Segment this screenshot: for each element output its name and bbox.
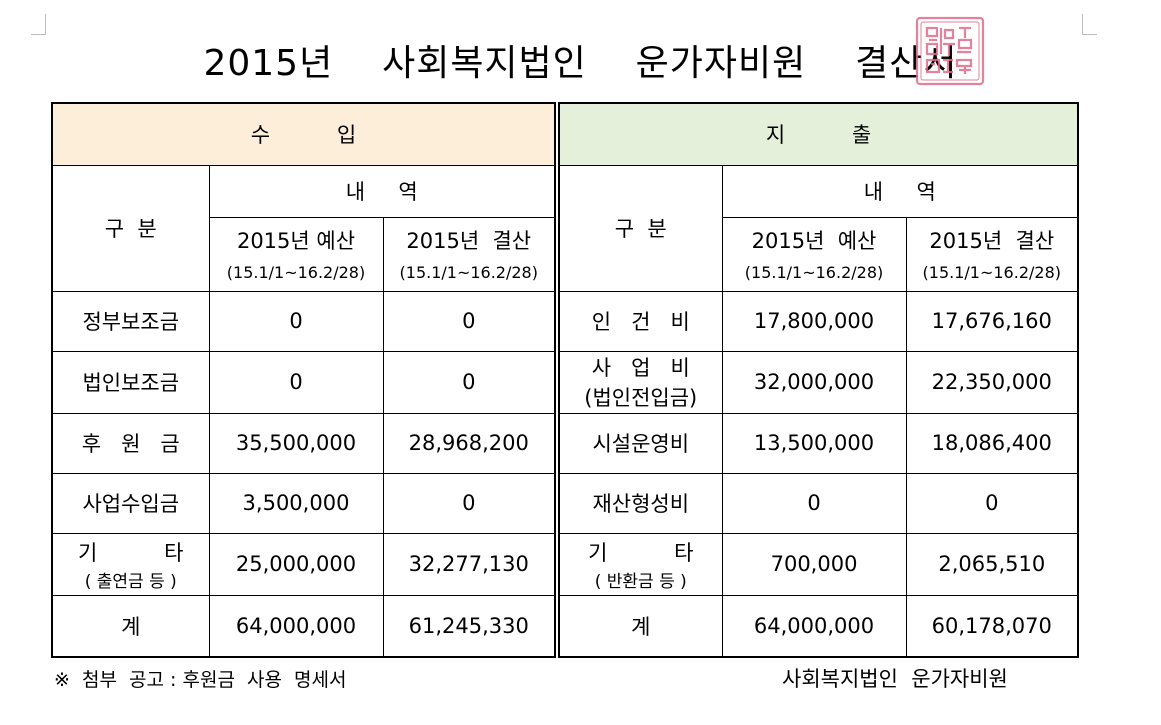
income-budget-header: 2015년 예산 (208, 216, 384, 255)
expense-row-settle: 18,086,400 (905, 412, 1080, 474)
expense-row-budget: 32,000,000 (721, 350, 907, 414)
expense-settle-period: (15.1/1~16.2/28) (922, 263, 1061, 283)
expense-row-settle: 0 (905, 472, 1080, 534)
income-row-label-text: 사업수입금 (82, 492, 180, 516)
income-detail-header: 내 역 (208, 164, 557, 218)
income-row-settle: 0 (382, 290, 557, 352)
document-title: 2015년 사회복지법인 운가자비원 결산서 (203, 43, 958, 84)
expense-row-label-note: (법인전입금) (584, 386, 698, 410)
income-row-settle: 0 (382, 350, 557, 414)
income-row-label-note: ( 출연금 등 ) (84, 571, 177, 592)
organization-name: 사회복지법인 운가자비원 (782, 667, 1008, 691)
expense-row-settle: 60,178,070 (905, 594, 1080, 658)
income-row-settle: 32,277,130 (382, 532, 557, 596)
expense-row-label: 기 타 ( 반환금 등 ) (558, 532, 723, 596)
income-row-label-text: 계 (121, 614, 141, 639)
attachment-note: ※ 첨부 공고 : 후원금 사용 명세서 (54, 669, 347, 691)
crop-mark-top-left (31, 14, 46, 35)
expense-row-budget: 17,800,000 (721, 290, 907, 352)
expense-gubun-header: 구 분 (558, 164, 723, 292)
income-row-budget: 64,000,000 (208, 594, 384, 658)
expense-budget-period: (15.1/1~16.2/28) (744, 263, 884, 283)
income-gubun-header: 구 분 (51, 164, 210, 292)
expense-row-budget: 13,500,000 (721, 412, 907, 474)
expense-row-label: 계 (558, 594, 723, 658)
expense-header: 지 출 (558, 102, 1080, 166)
income-settle-header: 2015년 결산 (382, 216, 557, 255)
expense-row-settle: 17,676,160 (905, 290, 1080, 352)
expense-row-budget: 64,000,000 (721, 594, 907, 658)
expense-row-settle: 22,350,000 (905, 350, 1080, 414)
income-row-budget: 0 (208, 350, 384, 414)
expense-row-budget: 0 (721, 472, 907, 534)
income-row-label: 정부보조금 (51, 290, 210, 352)
income-row-label-text: 법인보조금 (82, 371, 180, 395)
official-seal-stamp (915, 16, 985, 86)
income-row-label: 법인보조금 (51, 350, 210, 414)
expense-row-budget: 700,000 (721, 532, 907, 596)
income-budget-period: (15.1/1~16.2/28) (226, 263, 366, 283)
expense-row-label: 시설운영비 (558, 412, 723, 474)
income-row-settle: 61,245,330 (382, 594, 557, 658)
column-gap (554, 255, 560, 291)
income-row-label: 후 원 금 (51, 412, 210, 474)
income-row-settle: 28,968,200 (382, 412, 557, 474)
expense-detail-header: 내 역 (721, 164, 1080, 218)
income-row-budget: 25,000,000 (208, 532, 384, 596)
expense-row-label-text: 계 (631, 614, 651, 639)
income-row-label: 사업수입금 (51, 472, 210, 534)
expense-row-label: 재산형성비 (558, 472, 723, 534)
crop-mark-top-right (1082, 14, 1097, 35)
income-header: 수 입 (50, 102, 557, 166)
income-settle-period: (15.1/1~16.2/28) (399, 263, 538, 283)
income-row-label: 계 (51, 594, 210, 658)
expense-row-label-text: 재산형성비 (592, 492, 690, 516)
income-row-label-text: 기 타 (78, 540, 184, 565)
expense-row-label-text: 기 타 (588, 540, 694, 565)
income-row-label: 기 타 ( 출연금 등 ) (51, 532, 210, 596)
expense-row-label-note: ( 반환금 등 ) (594, 571, 687, 592)
expense-budget-header: 2015년 예산 (721, 216, 907, 255)
income-row-label-text: 후 원 금 (81, 432, 180, 456)
expense-row-settle: 2,065,510 (905, 532, 1080, 596)
income-row-settle: 0 (382, 472, 557, 534)
expense-row-label: 사 업 비 (법인전입금) (558, 350, 723, 414)
column-gap (554, 217, 560, 255)
income-row-label-text: 정부보조금 (82, 310, 180, 334)
income-row-budget: 0 (208, 290, 384, 352)
expense-row-label-text: 시설운영비 (592, 432, 690, 456)
settlement-table: 수 입 지 출 구 분 내 역 구 분 내 역 2015년 예산 2015년 결… (50, 102, 1080, 658)
expense-row-label-text: 사 업 비 (591, 356, 690, 380)
expense-row-label-text: 인 건 비 (591, 310, 690, 334)
income-row-budget: 3,500,000 (208, 472, 384, 534)
income-row-budget: 35,500,000 (208, 412, 384, 474)
expense-settle-header: 2015년 결산 (905, 216, 1080, 255)
expense-row-label: 인 건 비 (558, 290, 723, 352)
